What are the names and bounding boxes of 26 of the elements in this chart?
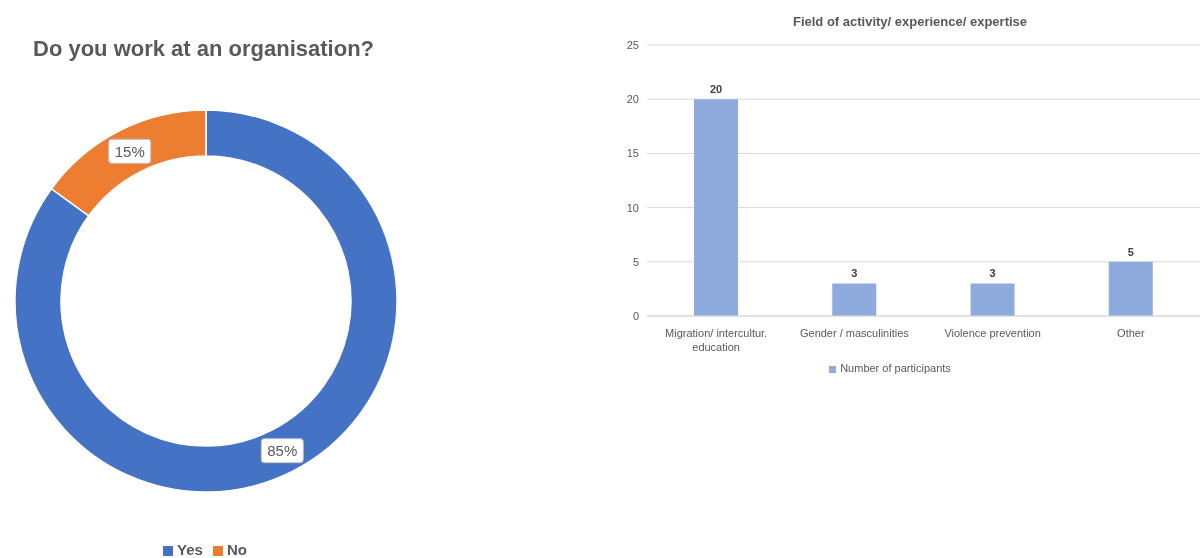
- data-label: 5: [1127, 245, 1134, 258]
- x-tick-label: Gender / masculinities: [799, 326, 910, 339]
- y-tick-label: 10: [626, 201, 639, 214]
- legend-label: Yes: [177, 541, 203, 558]
- y-tick-label: 15: [626, 147, 639, 160]
- x-tick-label: Other: [1117, 326, 1145, 339]
- y-tick-label: 20: [626, 93, 639, 106]
- x-tick-label: Violence prevention: [944, 326, 1041, 339]
- chart-title: Do you work at an organisation?: [33, 36, 375, 62]
- bar: [1108, 261, 1153, 316]
- data-label: 20: [709, 83, 723, 96]
- data-label: 15%: [114, 142, 145, 160]
- bar: [832, 283, 877, 316]
- y-tick-label: 5: [632, 255, 639, 268]
- data-label: 3: [989, 267, 996, 280]
- bar: [970, 283, 1015, 316]
- x-tick-label: Migration/ intercultur. education: [665, 326, 768, 353]
- legend-label: No: [226, 541, 247, 558]
- y-tick-label: 0: [632, 309, 639, 322]
- legend-label: Number of participants: [840, 362, 951, 374]
- chart-title: Field of activity/ experience/ expertise: [791, 14, 1029, 29]
- y-tick-label: 25: [626, 38, 639, 51]
- donut-slice: [14, 109, 398, 493]
- data-label: 85%: [267, 442, 298, 460]
- data-label: 3: [851, 267, 858, 280]
- bar: [694, 99, 739, 316]
